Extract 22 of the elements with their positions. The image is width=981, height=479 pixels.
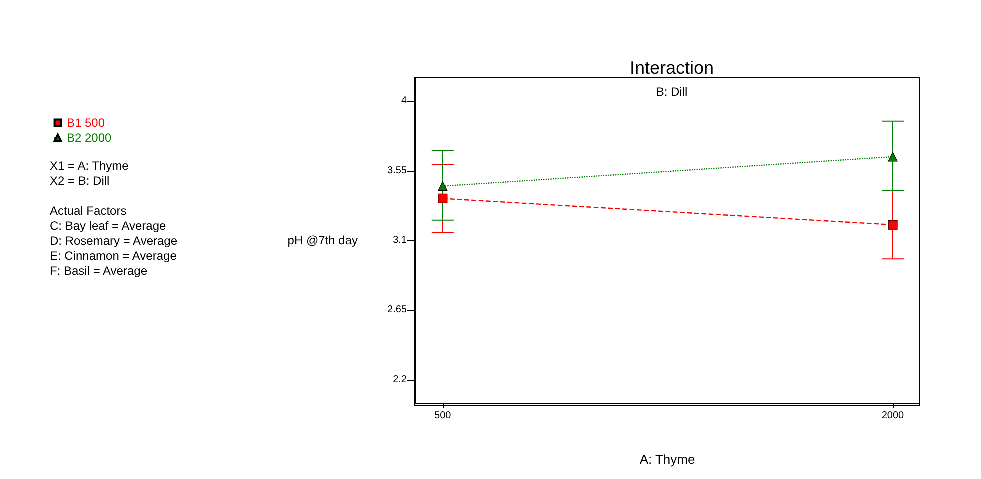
legend-label: B2 2000 (67, 131, 112, 145)
y-tick-label: 2.2 (393, 374, 408, 386)
x-tick-label: 500 (434, 410, 452, 422)
x-tick-label: 2000 (882, 410, 905, 422)
y-tick-label: 3.55 (388, 165, 408, 176)
y-axis-title: pH @7th day (288, 234, 358, 248)
text: Actual Factors (50, 204, 127, 218)
chart-title: Interaction (630, 58, 714, 78)
text: E: Cinnamon = Average (50, 249, 178, 263)
y-tick-label: 2.65 (388, 304, 408, 316)
text: X1 = A: Thyme (50, 159, 130, 173)
y-tick-label: 4 (401, 96, 408, 107)
point (888, 220, 898, 230)
y-tick-label: 3.1 (393, 235, 408, 246)
text: F: Basil = Average (50, 264, 148, 278)
text: C: Bay leaf = Average (50, 219, 167, 233)
text: D: Rosemary = Average (50, 234, 178, 248)
text: X2 = B: Dill (50, 174, 110, 188)
legend-label: B1 500 (67, 116, 106, 130)
text: B: Dill (656, 85, 688, 99)
x-axis-title: A: Thyme (640, 452, 696, 467)
point (438, 194, 448, 204)
